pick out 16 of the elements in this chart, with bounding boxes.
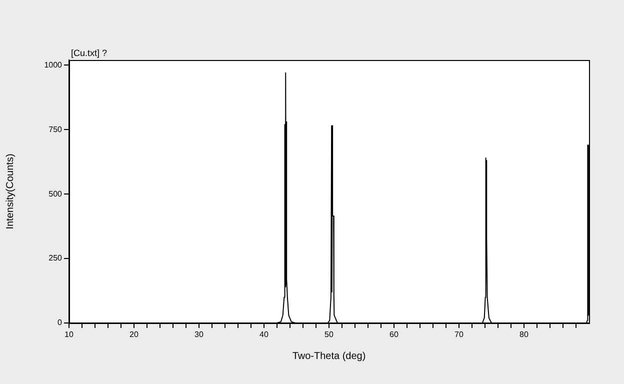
- x-tick-label: 40: [260, 330, 269, 340]
- y-tick-label: 750: [48, 124, 63, 134]
- y-tick-label: 250: [48, 254, 63, 263]
- x-tick-label: 50: [324, 330, 334, 340]
- chart-title: [Cu.txt] ?: [71, 48, 108, 58]
- x-tick-label: 70: [454, 330, 464, 340]
- x-tick-label: 30: [194, 330, 204, 340]
- y-tick-label: 0: [58, 318, 63, 328]
- x-tick-label: 80: [520, 330, 529, 340]
- x-axis-title: Two-Theta (deg): [292, 350, 366, 362]
- y-tick-label: 1000: [44, 60, 63, 70]
- x-tick-label: 60: [390, 330, 399, 340]
- y-tick-label: 500: [48, 189, 63, 198]
- x-tick-label: 20: [130, 330, 139, 340]
- x-tick-label: 10: [64, 330, 74, 340]
- y-axis-title: Intensity(Counts): [4, 154, 16, 230]
